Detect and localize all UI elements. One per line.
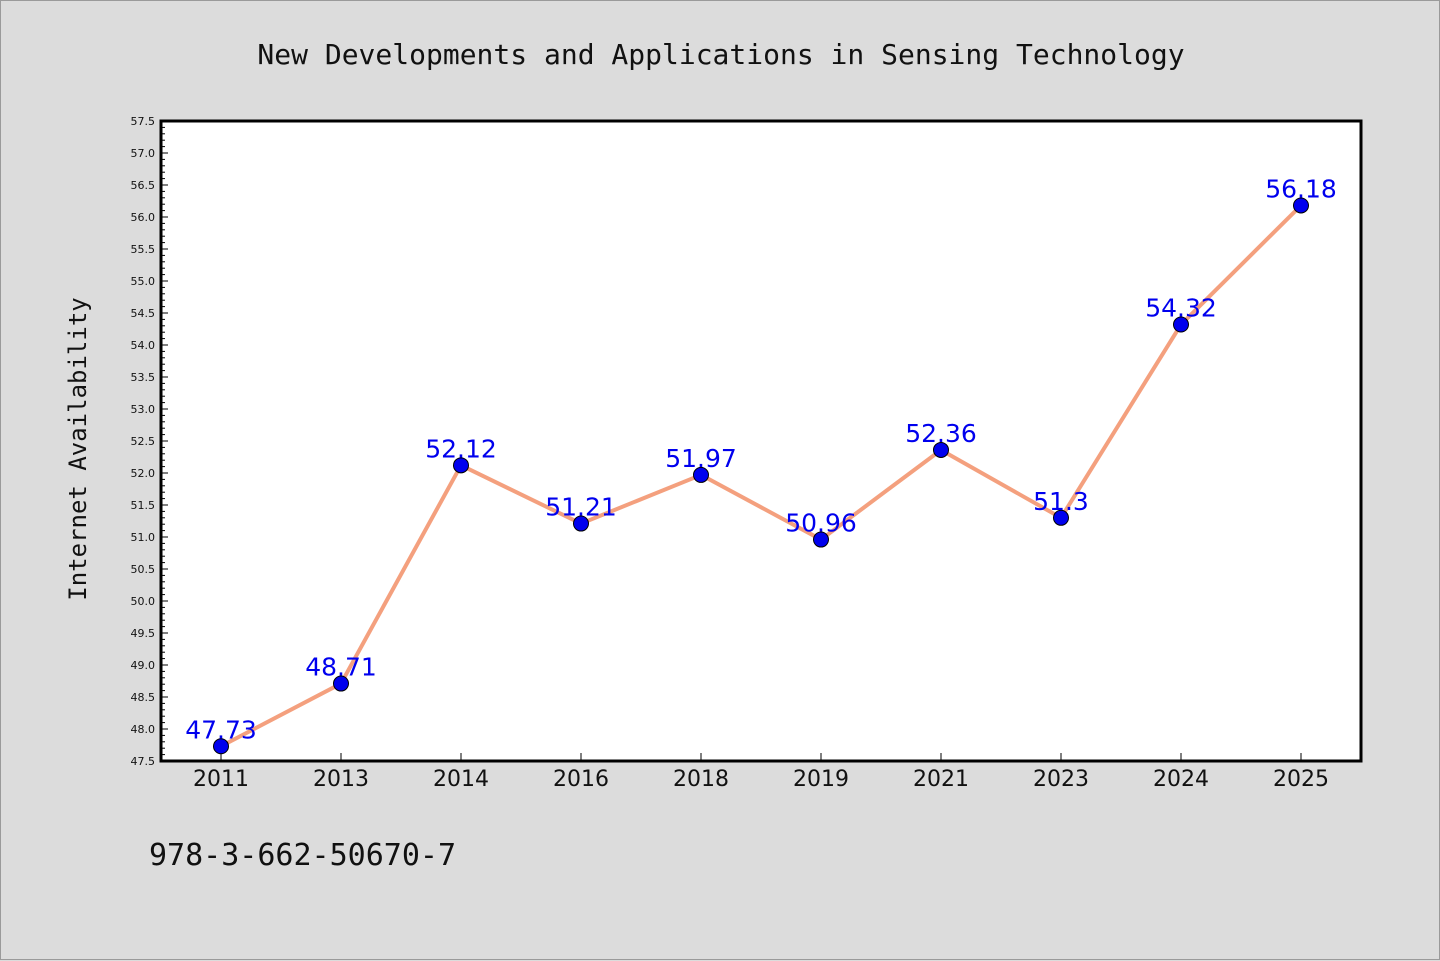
y-tick-label: 49.5 [131,627,156,640]
plot-area [159,119,1363,763]
y-tick-label: 49.0 [131,659,156,672]
x-tick-label: 2019 [793,767,849,792]
y-tick-label: 53.0 [131,403,156,416]
y-tick-label: 56.5 [131,179,156,192]
y-axis: 47.5 48.0 48.5 49.0 49.5 50.0 50.5 51.0 51.5 52.0… [131,115,168,768]
data-label: 47.73 [185,715,257,744]
data-label: 51.97 [665,444,737,473]
isbn-text: 978-3-662-50670-7 [149,838,456,873]
data-point [933,441,949,458]
data-point [1053,509,1069,526]
y-axis-label: Internet Availability [64,297,92,600]
y-tick-label: 54.5 [131,307,156,320]
y-tick-label: 55.5 [131,243,156,256]
data-point [453,457,469,474]
data-label: 52.12 [425,434,497,463]
y-tick-label: 57.5 [131,115,156,128]
data-point [813,531,829,548]
data-label: 51.21 [545,493,617,522]
y-tick-label: 50.0 [131,595,156,608]
y-tick-label: 50.5 [131,563,156,576]
data-point [333,675,349,692]
chart-title: New Developments and Applications in Sen… [257,38,1184,71]
y-tick-label: 51.5 [131,499,156,512]
data-point [693,466,709,483]
x-axis: 2011 2013 2014 2016 2018 2019 2021 2023 2024 2025 [193,753,1329,792]
data-point [213,738,229,755]
x-tick-label: 2014 [433,767,489,792]
y-tick-label: 51.0 [131,531,156,544]
data-point [1173,316,1189,333]
data-label: 56.18 [1265,174,1337,203]
y-tick-label: 55.0 [131,275,156,288]
data-label: 48.71 [305,653,377,682]
data-label: 51.3 [1033,487,1089,516]
x-tick-label: 2016 [553,767,609,792]
y-tick-label: 57.0 [131,147,156,160]
y-tick-label: 48.5 [131,691,156,704]
y-tick-label: 52.5 [131,435,156,448]
x-tick-label: 2011 [193,767,249,792]
y-tick-label: 54.0 [131,339,156,352]
y-tick-label: 47.5 [131,755,156,768]
data-label: 50.96 [785,509,857,538]
data-point [573,515,589,532]
y-tick-label: 48.0 [131,723,156,736]
data-point [1293,197,1309,214]
x-tick-label: 2025 [1273,767,1329,792]
y-tick-label: 53.5 [131,371,156,384]
y-tick-label: 56.0 [131,211,156,224]
x-tick-label: 2024 [1153,767,1209,792]
x-tick-label: 2023 [1033,767,1089,792]
x-tick-label: 2021 [913,767,969,792]
x-tick-label: 2018 [673,767,729,792]
data-label: 54.32 [1145,294,1217,323]
series-line [220,204,1303,749]
x-tick-label: 2013 [313,767,369,792]
series-layer: 47.73 48.71 52.12 51.21 51.97 50.96 52.36 51.3 5… [185,174,1337,755]
y-tick-label: 52.0 [131,467,156,480]
data-label: 52.36 [905,419,977,448]
